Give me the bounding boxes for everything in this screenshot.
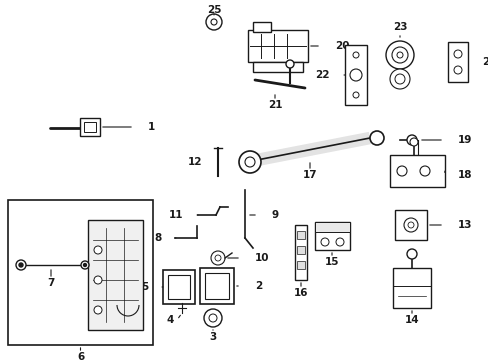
Text: 21: 21 <box>267 100 282 110</box>
Bar <box>168 275 190 299</box>
Circle shape <box>335 238 343 246</box>
Circle shape <box>396 166 406 176</box>
Bar <box>252 62 303 72</box>
Circle shape <box>385 41 413 69</box>
Text: 25: 25 <box>206 5 221 15</box>
Circle shape <box>396 52 402 58</box>
Circle shape <box>239 151 261 173</box>
Bar <box>252 22 270 32</box>
Circle shape <box>406 135 416 145</box>
Text: 14: 14 <box>404 315 418 325</box>
Bar <box>296 261 305 269</box>
Circle shape <box>369 131 383 145</box>
Text: 23: 23 <box>392 22 407 32</box>
Circle shape <box>352 92 358 98</box>
Text: 24: 24 <box>481 57 488 67</box>
Circle shape <box>210 19 217 25</box>
Circle shape <box>406 249 416 259</box>
Text: 9: 9 <box>271 210 279 220</box>
Circle shape <box>205 14 222 30</box>
Circle shape <box>407 222 413 228</box>
Bar <box>447 42 467 82</box>
Circle shape <box>409 138 417 146</box>
Bar <box>247 30 307 62</box>
Bar <box>389 155 444 187</box>
Circle shape <box>389 69 409 89</box>
Bar <box>394 210 426 240</box>
Bar <box>204 273 228 299</box>
Circle shape <box>320 238 328 246</box>
Circle shape <box>81 261 89 269</box>
Text: 4: 4 <box>166 315 173 325</box>
Text: 3: 3 <box>209 332 216 342</box>
Circle shape <box>352 52 358 58</box>
Bar <box>84 122 96 132</box>
Text: 1: 1 <box>148 122 155 132</box>
Text: 13: 13 <box>457 220 471 230</box>
Circle shape <box>94 246 102 254</box>
Circle shape <box>285 60 293 68</box>
Bar <box>80 118 100 136</box>
Text: 20: 20 <box>334 41 349 51</box>
Circle shape <box>94 276 102 284</box>
Text: 22: 22 <box>315 70 329 80</box>
Circle shape <box>210 251 224 265</box>
Text: 7: 7 <box>47 278 55 288</box>
Text: 2: 2 <box>254 281 262 291</box>
Bar <box>296 231 305 239</box>
Bar <box>163 270 195 304</box>
Text: 17: 17 <box>302 170 317 180</box>
Circle shape <box>203 309 222 327</box>
Circle shape <box>215 255 221 261</box>
Circle shape <box>208 314 217 322</box>
Circle shape <box>94 306 102 314</box>
Circle shape <box>391 47 407 63</box>
Circle shape <box>394 74 404 84</box>
Circle shape <box>83 264 86 266</box>
Bar <box>314 222 349 250</box>
Bar <box>88 220 142 330</box>
Circle shape <box>403 218 417 232</box>
Bar <box>296 246 305 254</box>
Text: 6: 6 <box>77 352 84 360</box>
Text: 19: 19 <box>457 135 471 145</box>
Bar <box>8 200 153 345</box>
Text: 15: 15 <box>324 257 339 267</box>
Text: 16: 16 <box>293 288 307 298</box>
Circle shape <box>244 157 254 167</box>
Bar <box>345 45 366 105</box>
Text: 10: 10 <box>254 253 269 263</box>
Circle shape <box>419 166 429 176</box>
Text: 12: 12 <box>187 157 202 167</box>
Bar <box>392 268 430 308</box>
Circle shape <box>453 66 461 74</box>
Circle shape <box>453 50 461 58</box>
Text: 5: 5 <box>141 282 148 292</box>
Circle shape <box>16 260 26 270</box>
Bar <box>294 225 306 280</box>
Circle shape <box>19 263 23 267</box>
Bar <box>200 268 234 304</box>
Bar <box>314 222 349 232</box>
Circle shape <box>349 69 361 81</box>
Text: 8: 8 <box>154 233 162 243</box>
Text: 11: 11 <box>168 210 183 220</box>
Text: 18: 18 <box>457 170 471 180</box>
